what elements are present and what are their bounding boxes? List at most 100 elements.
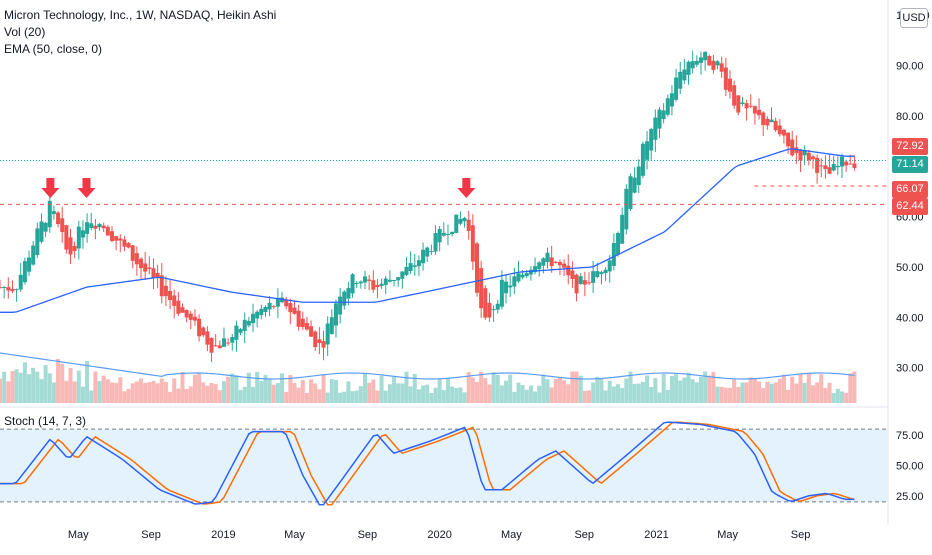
volume-bar [93,371,98,403]
volume-bar [85,361,90,403]
volume-bar [470,377,475,403]
volume-bar [628,371,633,403]
volume-bar [304,392,309,403]
volume-bar [769,383,774,403]
volume-bar [491,372,496,403]
volume-legend[interactable]: Vol (20) [4,25,46,39]
volume-bar [271,384,276,403]
candle-body [2,287,7,289]
volume-bar [848,373,853,403]
candle-body [649,129,654,151]
volume-bar [499,385,504,403]
candle-body [578,276,583,285]
volume-bar [549,387,554,403]
candle-body [31,245,36,265]
candle-body [781,129,786,136]
candle-body [221,338,226,347]
ema-line [0,148,855,313]
volume-bar [51,382,56,403]
volume-bar [350,391,355,403]
volume-bar [740,382,745,403]
volume-bar [101,375,106,403]
volume-bar [292,382,297,403]
volume-bar [715,386,720,403]
volume-bar [649,386,654,403]
stoch-legend[interactable]: Stoch (14, 7, 3) [4,414,87,428]
volume-bar [64,380,69,403]
volume-bar [309,379,314,403]
volume-bar [450,386,455,403]
candle-body [421,249,426,264]
candle-body [18,274,23,290]
volume-bar [259,380,264,403]
candle-body [752,106,757,114]
volume-bar [541,374,546,403]
down-arrow-icon [457,178,476,198]
volume-bar [657,392,662,403]
candle-body [39,221,44,242]
candle-body [545,252,550,263]
volume-bar [379,375,384,403]
candle-body [163,285,168,297]
volume-bar [616,384,621,403]
candle-body [694,60,699,65]
volume-bar [192,374,197,403]
volume-bar [43,365,48,403]
currency-button[interactable]: USD [900,8,928,28]
volume-bar [114,383,119,403]
volume-bar [387,384,392,403]
candle-body [470,225,475,262]
ema-legend[interactable]: EMA (50, close, 0) [4,42,103,56]
volume-bar [711,372,716,403]
candle-body [765,118,770,126]
candle-body [259,308,264,316]
candle-body [798,150,803,161]
volume-bar [765,381,770,403]
volume-bar [474,381,479,403]
volume-bar [611,386,616,403]
volume-bar [375,390,380,403]
volume-bar [607,380,612,403]
candle-body [524,273,529,277]
candle-body [209,337,214,353]
volume-bar [118,377,123,403]
candle-body [566,265,571,276]
volume-bar [553,378,558,403]
candle-body [483,288,488,318]
candle-body [159,275,164,297]
candle-body [64,225,69,250]
volume-bar [238,390,243,403]
volume-bar [429,392,434,403]
volume-bar [168,391,173,403]
volume-bar [321,374,326,403]
volume-bar [383,390,388,403]
candle-body [275,297,280,307]
candle-body [325,323,330,345]
volume-bar [487,384,492,403]
candle-body [197,318,202,337]
volume-bar [97,380,102,403]
candle-body [736,95,741,113]
candle-body [682,69,687,81]
candle-body [354,282,359,284]
candle-body [363,276,368,283]
candle-body [93,225,98,229]
volume-bar [603,390,608,403]
stoch-tick-label: 25.00 [896,491,924,503]
candle-body [255,311,260,319]
volume-bar [184,388,189,403]
candle-body [703,51,708,61]
volume-bar [703,371,708,403]
volume-bar [89,390,94,403]
symbol-title[interactable]: Micron Technology, Inc., 1W, NASDAQ, Hei… [4,8,277,22]
candle-body [213,345,218,347]
volume-bar [358,386,363,403]
volume-bar [371,379,376,403]
candle-body [474,243,479,293]
volume-bar [678,380,683,403]
candle-body [412,265,417,268]
candle-body [43,222,48,232]
volume-bar [275,383,280,403]
